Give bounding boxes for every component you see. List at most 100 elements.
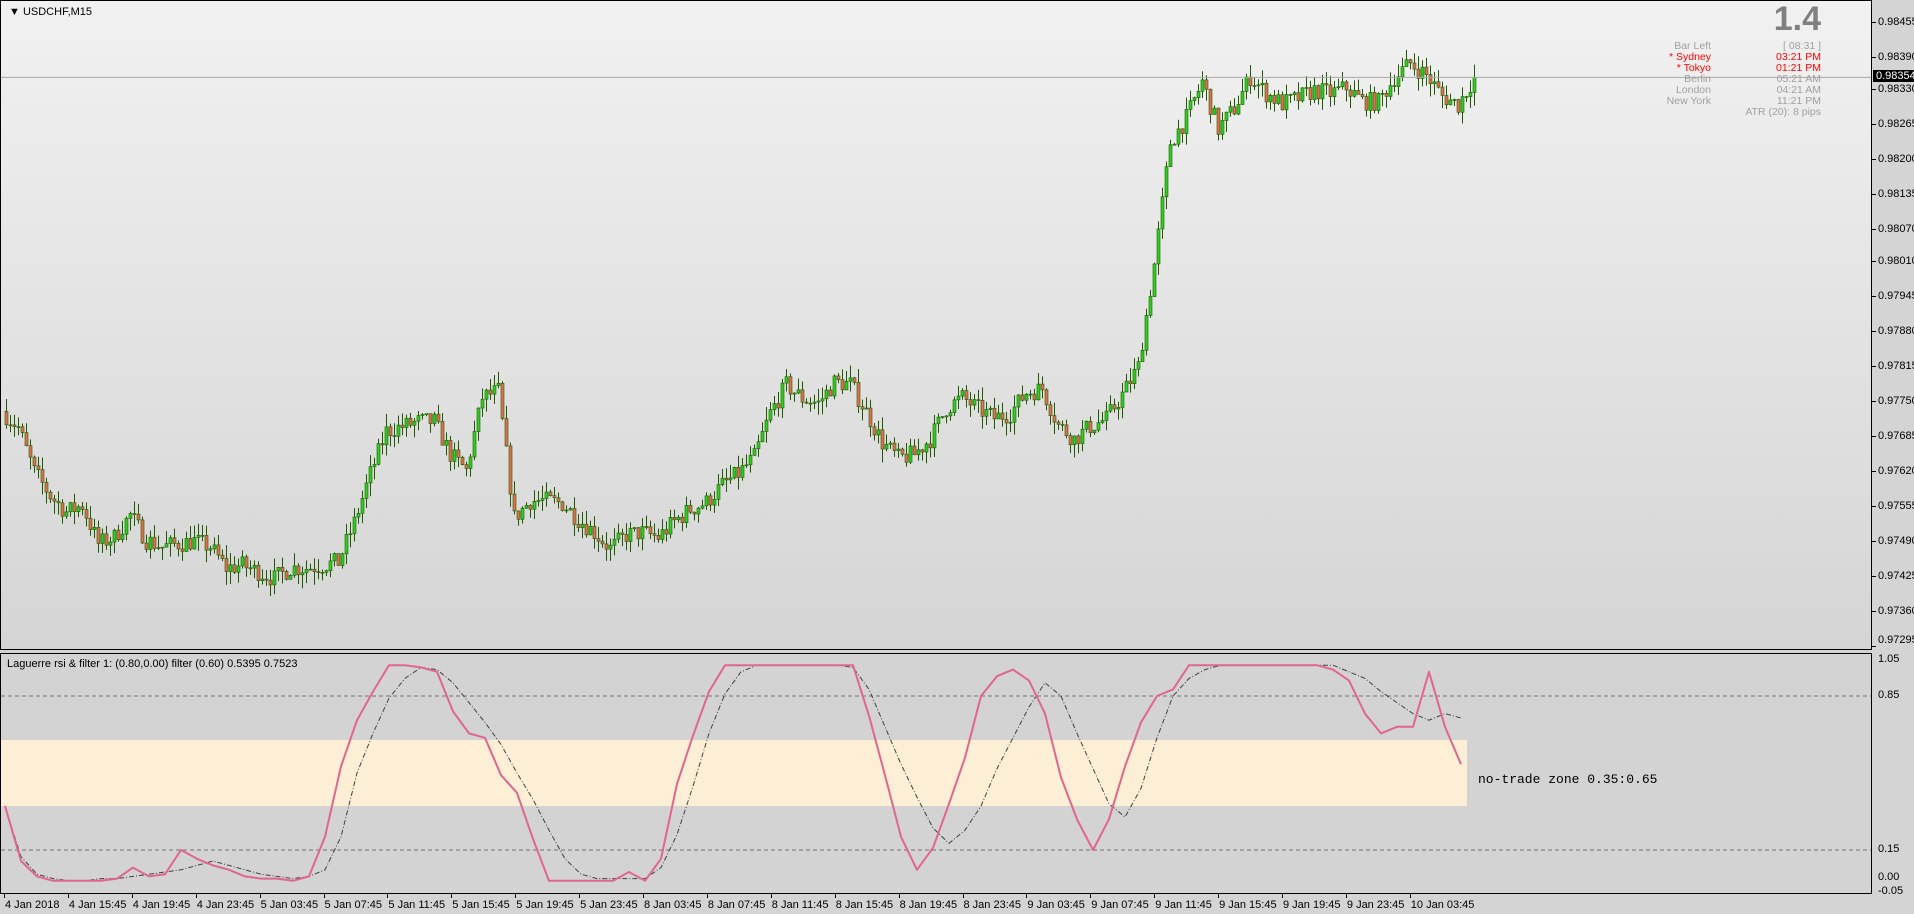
candle xyxy=(624,523,629,551)
candle xyxy=(1076,434,1081,454)
candle xyxy=(408,412,413,428)
candle xyxy=(1004,411,1009,436)
candle xyxy=(784,369,789,392)
candle xyxy=(956,385,961,410)
candle xyxy=(824,384,829,408)
candle xyxy=(536,491,541,507)
session-row: Berlin 05:21 AM xyxy=(1621,74,1821,85)
candle xyxy=(1308,80,1313,106)
candle xyxy=(872,422,877,441)
time-axis-label: 10 Jan 03:45 xyxy=(1410,899,1475,911)
session-value: 11:21 PM xyxy=(1776,95,1821,107)
candle xyxy=(664,521,669,542)
candle xyxy=(1348,85,1353,108)
candle xyxy=(840,369,845,395)
candle xyxy=(1360,89,1365,100)
candle xyxy=(300,566,305,589)
time-tick xyxy=(770,893,772,898)
candle xyxy=(936,413,941,433)
candle xyxy=(156,535,161,550)
candle xyxy=(1080,420,1085,452)
candle xyxy=(148,530,153,559)
price-axis-label: 0.98070 xyxy=(1878,223,1914,236)
candle xyxy=(364,474,369,509)
candle xyxy=(588,520,593,536)
candle xyxy=(728,464,733,484)
candle xyxy=(1372,86,1377,114)
candle xyxy=(636,527,641,547)
candle xyxy=(940,416,945,419)
candle xyxy=(552,486,557,504)
time-tick xyxy=(834,893,836,898)
candle xyxy=(844,371,849,391)
candle xyxy=(644,515,649,530)
candle xyxy=(496,371,501,389)
candle xyxy=(1012,395,1017,435)
session-row: London 04:21 AM xyxy=(1621,85,1821,96)
candle xyxy=(1120,382,1125,419)
candle xyxy=(700,499,705,510)
candle xyxy=(460,455,465,466)
candle xyxy=(348,522,353,548)
candle xyxy=(288,574,293,580)
time-axis-label: 9 Jan 15:45 xyxy=(1219,899,1277,911)
candle xyxy=(820,387,825,415)
indicator-pane[interactable]: Laguerre rsi & filter 1: (0.80,0.00) fil… xyxy=(0,653,1872,894)
candle xyxy=(172,528,177,547)
candle xyxy=(60,499,65,524)
candle xyxy=(996,404,1001,420)
candle xyxy=(1256,79,1261,99)
time-tick xyxy=(67,893,69,898)
candle xyxy=(1188,90,1193,117)
time-axis-label: 8 Jan 19:45 xyxy=(899,899,958,911)
candle xyxy=(452,442,457,470)
candle xyxy=(428,413,433,433)
candle xyxy=(920,448,925,461)
time-tick xyxy=(131,893,133,898)
candle xyxy=(988,405,993,416)
session-row: New York 11:21 PM xyxy=(1621,96,1821,107)
triangle-down-icon[interactable]: ▼ xyxy=(9,6,20,18)
candle xyxy=(1408,58,1413,70)
session-value: 01:21 PM xyxy=(1776,62,1821,74)
candle xyxy=(292,553,297,578)
candle xyxy=(1228,100,1233,117)
time-axis-label: 8 Jan 23:45 xyxy=(963,899,1022,911)
candle xyxy=(1068,432,1073,454)
candle xyxy=(772,395,777,416)
candle xyxy=(892,437,897,457)
candle xyxy=(1380,89,1385,107)
candle xyxy=(1032,388,1037,406)
time-axis-label: 5 Jan 11:45 xyxy=(388,899,446,911)
candle xyxy=(28,439,33,470)
candle xyxy=(324,569,329,577)
candle xyxy=(744,454,749,468)
candle xyxy=(1136,356,1141,377)
candle xyxy=(860,399,865,421)
candle xyxy=(1304,76,1309,97)
candle xyxy=(1204,75,1209,101)
candle xyxy=(604,532,609,561)
candle xyxy=(732,466,737,480)
candle xyxy=(1300,87,1305,103)
candle xyxy=(756,434,761,457)
candle xyxy=(280,557,285,584)
candle xyxy=(568,506,573,511)
candle xyxy=(264,570,269,586)
candle xyxy=(704,492,709,510)
candle xyxy=(1240,78,1245,105)
candle xyxy=(768,401,773,424)
indicator-axis-label: -0.05 xyxy=(1878,885,1904,897)
candle xyxy=(616,523,621,544)
price-axis-label: 0.97490 xyxy=(1878,535,1914,548)
candle xyxy=(1176,119,1181,147)
no-trade-zone xyxy=(1,740,1467,806)
session-value: 05:21 AM xyxy=(1776,73,1821,85)
price-chart-pane[interactable]: ▼ USDCHF,M15 1.4 Bar Left[ 08:31 ] * Sydn… xyxy=(0,0,1872,650)
candle xyxy=(856,369,861,414)
price-axis-label: 0.98390 xyxy=(1878,50,1914,63)
candle xyxy=(1232,98,1237,116)
candle xyxy=(260,569,265,585)
price-axis-label: 0.97685 xyxy=(1878,430,1914,443)
price-tick xyxy=(1872,89,1876,91)
